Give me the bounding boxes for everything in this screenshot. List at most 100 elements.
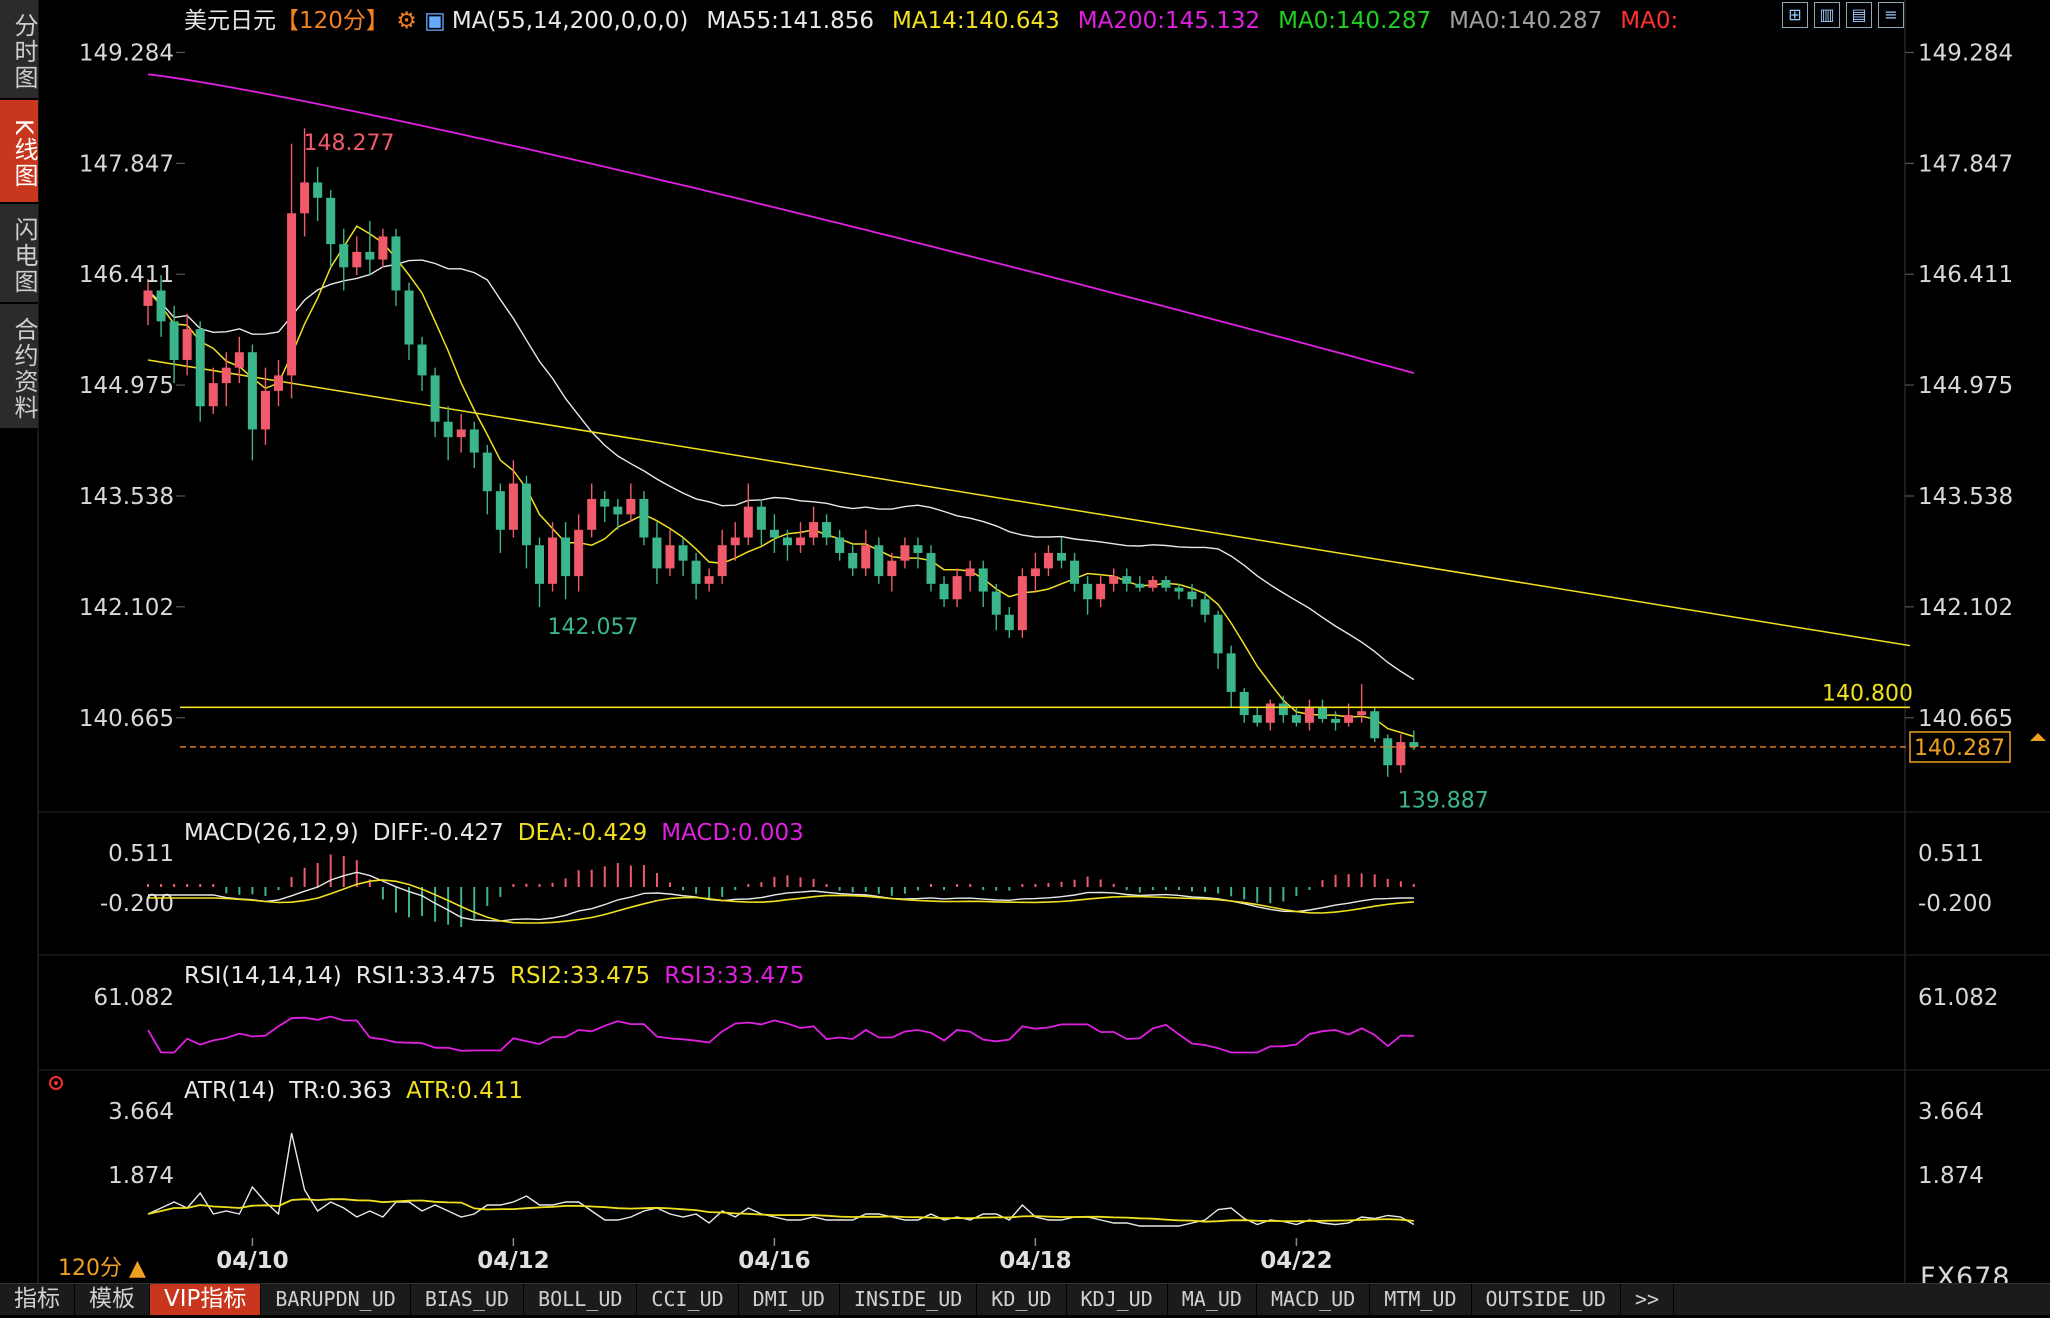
candle[interactable] bbox=[1252, 707, 1262, 727]
candle[interactable] bbox=[1109, 568, 1119, 592]
candle[interactable] bbox=[247, 344, 257, 461]
candle[interactable] bbox=[704, 568, 714, 592]
indicator-tab-kd-ud[interactable]: KD_UD bbox=[977, 1284, 1067, 1315]
candle[interactable] bbox=[1396, 734, 1406, 773]
candle[interactable] bbox=[861, 529, 871, 577]
candle[interactable] bbox=[378, 228, 388, 268]
candle[interactable] bbox=[430, 367, 440, 438]
candle[interactable] bbox=[1278, 695, 1288, 723]
candle[interactable] bbox=[143, 278, 153, 326]
candle[interactable] bbox=[769, 514, 779, 553]
candle[interactable] bbox=[978, 560, 988, 607]
side-tab-4[interactable]: 合约资料 bbox=[0, 304, 38, 430]
candle[interactable] bbox=[756, 498, 766, 546]
candle[interactable] bbox=[169, 305, 179, 384]
candle[interactable] bbox=[208, 367, 218, 414]
indicator-tab-dmi-ud[interactable]: DMI_UD bbox=[739, 1284, 840, 1315]
candle[interactable] bbox=[352, 236, 362, 276]
indicator-tab--[interactable]: >> bbox=[1621, 1284, 1675, 1315]
candle[interactable] bbox=[1383, 734, 1393, 777]
menu-icon[interactable]: ≡ bbox=[1878, 2, 1904, 28]
candle[interactable] bbox=[234, 336, 244, 384]
candle[interactable] bbox=[848, 545, 858, 577]
candle[interactable] bbox=[1370, 707, 1380, 743]
side-tab-3[interactable]: 闪电图 bbox=[0, 204, 38, 304]
candle[interactable] bbox=[1043, 545, 1053, 577]
candle[interactable] bbox=[1265, 699, 1275, 731]
candle[interactable] bbox=[913, 537, 923, 569]
indicator-tab-kdj-ud[interactable]: KDJ_UD bbox=[1067, 1284, 1168, 1315]
indicator-tab--[interactable]: 指标 bbox=[0, 1284, 75, 1315]
candle[interactable] bbox=[1357, 684, 1367, 723]
period-selector[interactable]: 120分 ▲ bbox=[58, 1250, 146, 1282]
indicator-tab-bias-ud[interactable]: BIAS_UD bbox=[411, 1284, 525, 1315]
candle[interactable] bbox=[456, 414, 466, 453]
candle[interactable] bbox=[1148, 576, 1158, 592]
candle[interactable] bbox=[1174, 583, 1184, 600]
candle[interactable] bbox=[587, 483, 597, 538]
candle[interactable] bbox=[417, 336, 427, 391]
candle[interactable] bbox=[1057, 537, 1066, 569]
candle[interactable] bbox=[1096, 576, 1106, 607]
candle[interactable] bbox=[730, 522, 740, 561]
candle[interactable] bbox=[743, 483, 753, 546]
candle[interactable] bbox=[691, 552, 701, 600]
candle[interactable] bbox=[287, 143, 297, 399]
candle[interactable] bbox=[1122, 568, 1132, 592]
candle[interactable] bbox=[665, 529, 675, 577]
indicator-tab-vip-[interactable]: VIP指标 bbox=[150, 1284, 262, 1315]
candle[interactable] bbox=[548, 522, 558, 592]
indicator-tab-inside-ud[interactable]: INSIDE_UD bbox=[840, 1284, 978, 1315]
candle[interactable] bbox=[313, 166, 323, 221]
candle[interactable] bbox=[221, 352, 231, 407]
candle[interactable] bbox=[1331, 711, 1341, 731]
candle[interactable] bbox=[1135, 576, 1145, 592]
candle[interactable] bbox=[443, 406, 453, 461]
indicator-tab-boll-ud[interactable]: BOLL_UD bbox=[524, 1284, 638, 1315]
candle[interactable] bbox=[678, 537, 688, 577]
crosshair-icon[interactable] bbox=[49, 1076, 63, 1090]
candles[interactable] bbox=[143, 128, 1419, 777]
candle[interactable] bbox=[339, 228, 349, 291]
candle[interactable] bbox=[535, 537, 544, 607]
indicator-tab-ma-ud[interactable]: MA_UD bbox=[1168, 1284, 1257, 1315]
candle[interactable] bbox=[182, 313, 192, 376]
candle[interactable] bbox=[639, 491, 649, 546]
candle[interactable] bbox=[195, 321, 205, 422]
candle[interactable] bbox=[796, 522, 805, 553]
candle[interactable] bbox=[260, 367, 270, 445]
candle[interactable] bbox=[482, 444, 492, 515]
indicator-tab-cci-ud[interactable]: CCI_UD bbox=[637, 1284, 739, 1315]
candle[interactable] bbox=[1017, 568, 1027, 638]
candle[interactable] bbox=[1291, 707, 1301, 727]
candle[interactable] bbox=[1030, 552, 1040, 592]
candle[interactable] bbox=[495, 483, 505, 553]
grid-icon[interactable]: ⊞ bbox=[1782, 2, 1808, 28]
candle[interactable] bbox=[574, 514, 584, 592]
candle[interactable] bbox=[613, 498, 623, 530]
candle[interactable] bbox=[300, 128, 310, 237]
candle[interactable] bbox=[1004, 607, 1014, 638]
candle[interactable] bbox=[1070, 552, 1080, 592]
candle[interactable] bbox=[1200, 591, 1210, 623]
candle[interactable] bbox=[1083, 576, 1093, 615]
candle[interactable] bbox=[835, 529, 845, 561]
candle[interactable] bbox=[822, 514, 832, 546]
side-tab-2[interactable]: K线图 bbox=[0, 100, 38, 204]
candle[interactable] bbox=[939, 576, 949, 607]
candle[interactable] bbox=[991, 583, 1001, 631]
candle[interactable] bbox=[965, 560, 975, 592]
candle[interactable] bbox=[926, 545, 936, 592]
candle[interactable] bbox=[156, 275, 166, 337]
candle[interactable] bbox=[1213, 610, 1223, 669]
candle[interactable] bbox=[717, 529, 727, 584]
indicator-tab--[interactable]: 模板 bbox=[75, 1284, 150, 1315]
candle[interactable] bbox=[952, 568, 962, 607]
candle[interactable] bbox=[469, 421, 479, 469]
candle[interactable] bbox=[561, 522, 571, 600]
bar-chart-icon[interactable]: ▥ bbox=[1814, 2, 1840, 28]
candle[interactable] bbox=[521, 475, 531, 569]
side-tab-1[interactable]: 分时图 bbox=[0, 0, 38, 100]
